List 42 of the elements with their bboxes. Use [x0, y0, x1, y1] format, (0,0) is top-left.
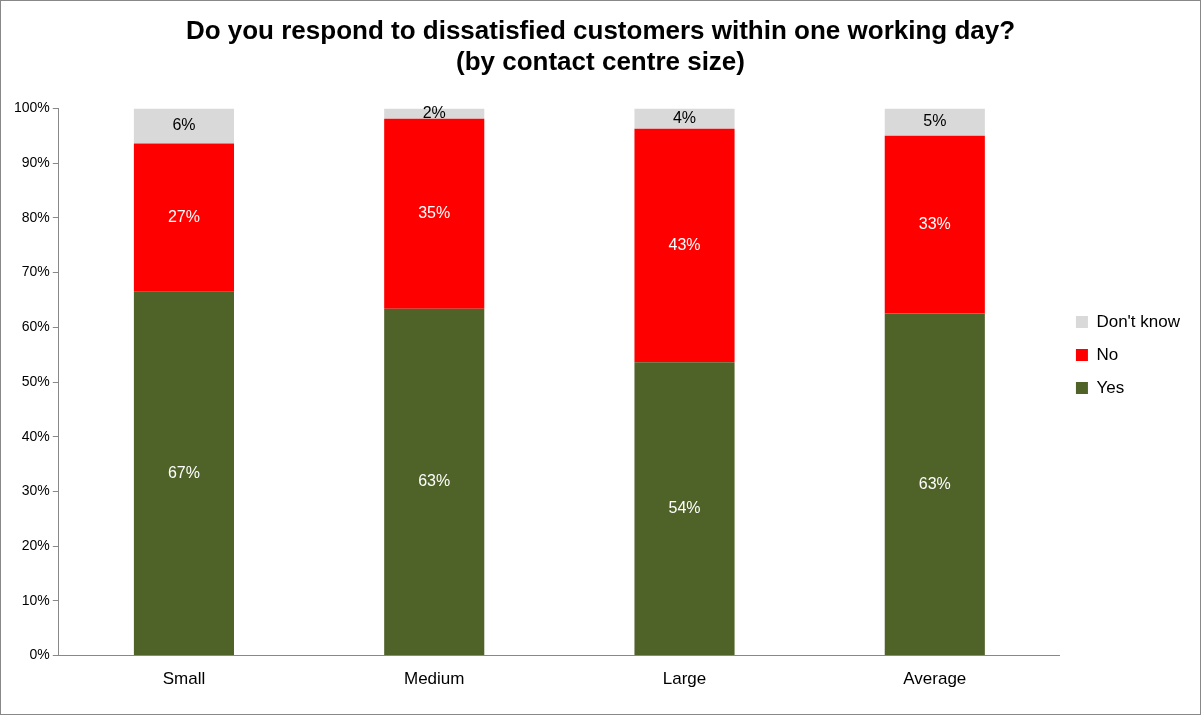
bar [634, 128, 735, 363]
bar [384, 308, 485, 656]
y-tick-label: 100% [13, 99, 50, 116]
bar [384, 118, 485, 309]
bar [133, 143, 234, 292]
data-label: 6% [172, 116, 196, 134]
y-tick-label: 90% [21, 153, 50, 170]
y-tick-label: 30% [21, 482, 50, 499]
x-tick-label: Small [162, 669, 206, 689]
y-tick-label: 70% [21, 263, 50, 280]
data-label: 63% [918, 474, 951, 492]
data-label: 67% [167, 463, 200, 481]
bar [133, 108, 234, 144]
data-label: 54% [668, 499, 701, 517]
legend-label: Don't know [1096, 311, 1181, 331]
bar [634, 108, 735, 129]
data-label: 35% [418, 204, 451, 222]
y-tick-label: 50% [21, 372, 50, 389]
bar [133, 291, 234, 656]
bar [634, 362, 735, 656]
legend-label: Yes [1096, 377, 1125, 397]
data-label: 63% [418, 472, 451, 490]
x-tick-label: Medium [404, 669, 465, 689]
x-tick-label: Large [662, 669, 707, 689]
data-label: 4% [672, 108, 697, 126]
bar [884, 313, 985, 656]
data-label: 33% [918, 215, 951, 233]
bar [884, 108, 985, 136]
y-tick-label: 60% [21, 318, 50, 335]
data-label: 27% [167, 207, 200, 225]
y-tick-label: 40% [21, 427, 50, 444]
x-tick-label: Average [903, 669, 967, 689]
y-tick-label: 0% [29, 646, 50, 663]
data-label: 2% [422, 104, 446, 121]
data-label: 43% [668, 235, 701, 253]
y-tick-label: 80% [21, 208, 50, 225]
chart-title: Do you respond to dissatisfied customers within one working day? (by contact centre size) [185, 14, 1016, 76]
bar [884, 135, 985, 314]
legend-label: No [1096, 344, 1119, 364]
y-tick-label: 10% [21, 591, 50, 608]
data-label: 5% [923, 112, 947, 130]
y-tick-label: 20% [21, 537, 50, 554]
